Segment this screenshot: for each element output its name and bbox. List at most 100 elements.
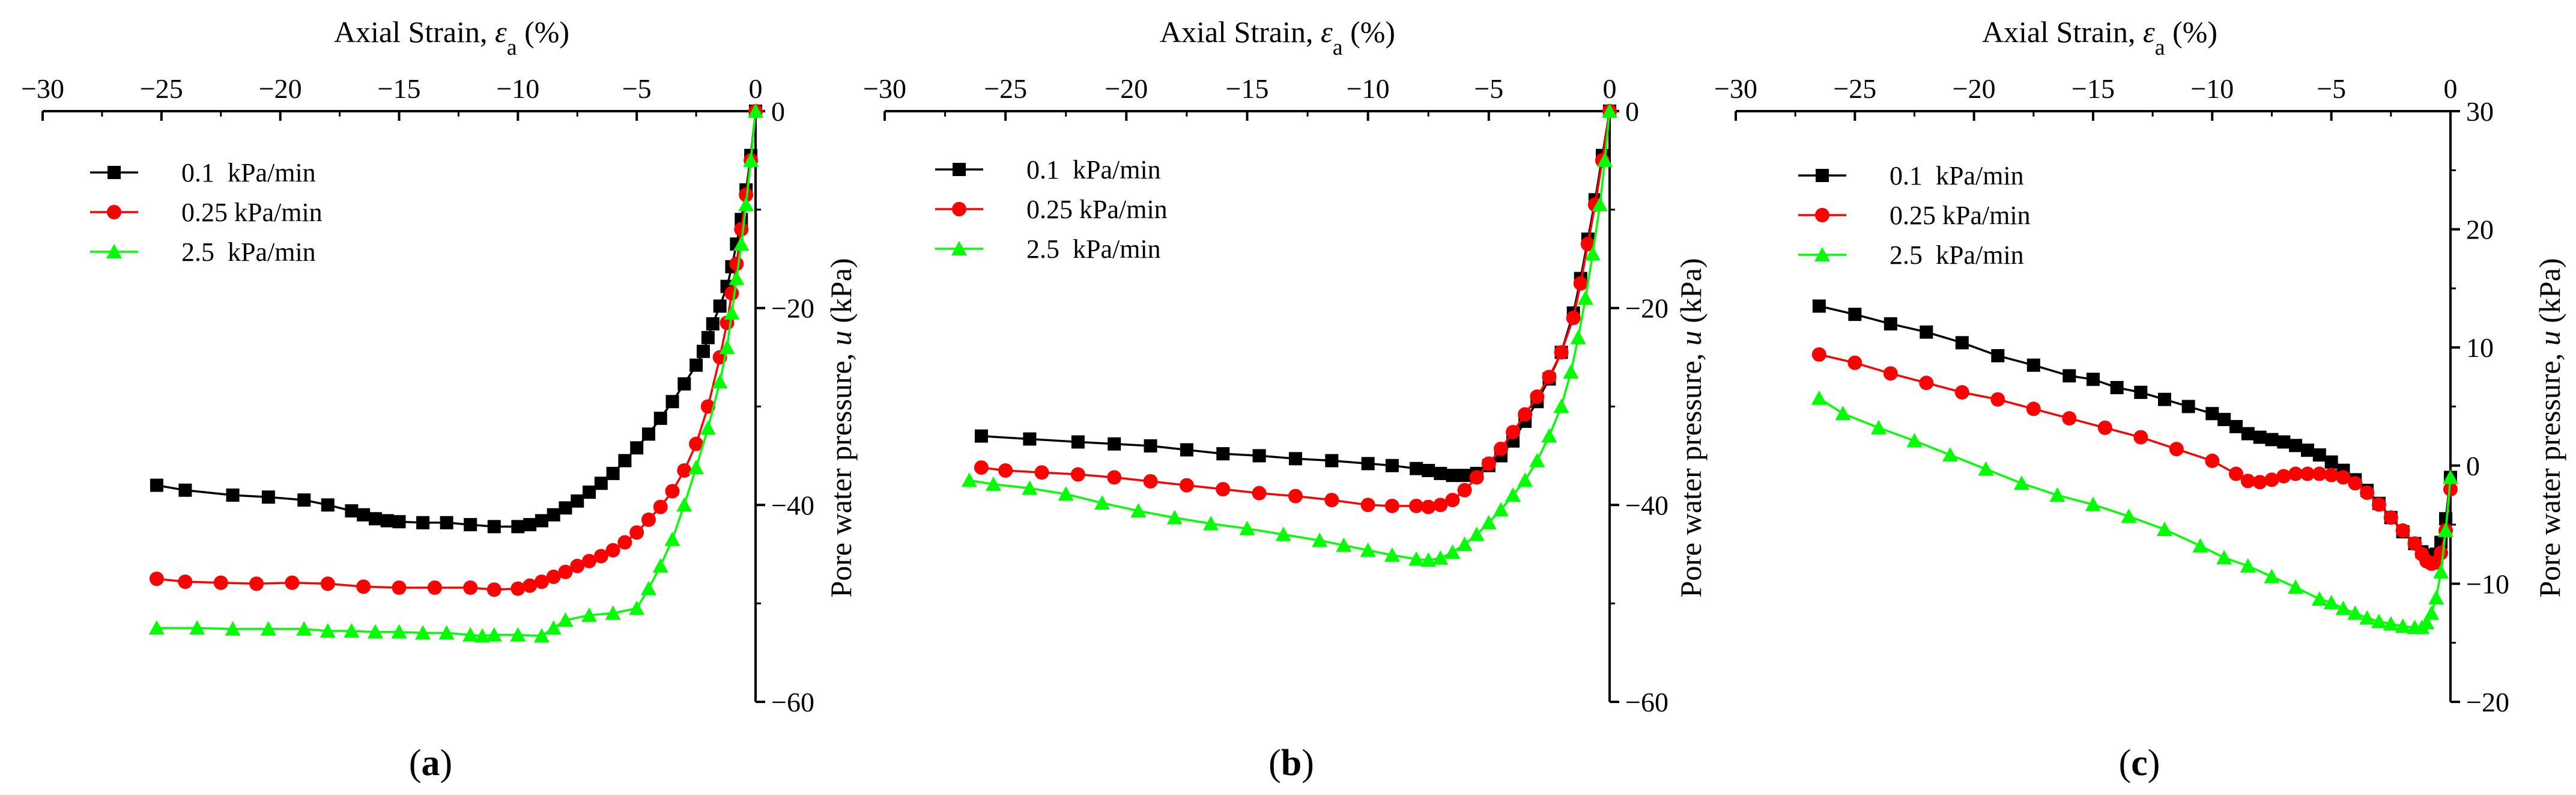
data-point xyxy=(1978,461,1994,476)
data-point xyxy=(438,625,455,640)
legend-label: 0.25 kPa/min xyxy=(181,198,323,227)
data-point xyxy=(1529,452,1545,468)
data-point xyxy=(2240,474,2255,489)
data-point xyxy=(2372,497,2386,512)
data-point xyxy=(583,486,596,499)
data-point xyxy=(1584,246,1601,261)
data-point xyxy=(1360,542,1376,557)
data-point xyxy=(2347,605,2363,620)
data-point xyxy=(2169,442,2184,457)
legend-marker xyxy=(106,244,122,258)
data-point xyxy=(1336,537,1352,552)
data-point xyxy=(249,576,264,591)
data-point xyxy=(961,472,977,487)
legend-marker xyxy=(1814,247,1830,261)
legend-label: 2.5 kPa/min xyxy=(1026,234,1161,264)
data-point xyxy=(2229,419,2243,433)
data-point xyxy=(2014,475,2029,490)
x-tick-label: −20 xyxy=(1953,73,1996,104)
data-point xyxy=(487,520,501,534)
panel-b-x-axis-title: Axial Strain, εa (%) xyxy=(1160,15,1395,60)
data-point xyxy=(534,574,549,589)
data-point xyxy=(523,578,538,593)
data-point xyxy=(1517,472,1533,487)
panel-a-label: (a) xyxy=(409,743,452,784)
data-point xyxy=(392,515,406,529)
x-tick-label: −20 xyxy=(259,73,302,104)
data-point xyxy=(1811,390,1827,405)
y-tick-label: −40 xyxy=(1625,490,1668,520)
data-point xyxy=(474,628,490,643)
x-tick-label: −20 xyxy=(1105,73,1148,104)
data-point xyxy=(748,103,763,118)
data-point xyxy=(2323,594,2339,609)
data-point xyxy=(1180,443,1193,457)
data-point xyxy=(594,477,608,490)
data-point xyxy=(1421,499,1436,514)
data-point xyxy=(618,454,632,468)
data-point xyxy=(1505,487,1521,502)
data-point xyxy=(345,504,359,518)
data-point xyxy=(1506,425,1521,440)
data-point xyxy=(729,270,745,285)
data-point xyxy=(1884,317,1897,330)
legend-marker xyxy=(1815,208,1829,222)
data-point xyxy=(689,358,703,372)
data-point xyxy=(1493,441,1508,456)
panel-c-x-axis-title: Axial Strain, εa (%) xyxy=(1982,15,2217,60)
data-point xyxy=(617,535,632,550)
data-point xyxy=(213,575,228,590)
data-point xyxy=(1541,428,1557,443)
data-point xyxy=(511,581,526,596)
data-point xyxy=(533,628,550,643)
data-point xyxy=(1542,370,1557,385)
data-point xyxy=(510,627,526,642)
data-point xyxy=(677,377,691,391)
data-point xyxy=(2241,427,2255,440)
panel-a-axes: −30 −25 −20 −15 −10 −5 00 −20 −40 −60 xyxy=(21,73,814,717)
y-tick-label: −40 xyxy=(771,490,814,520)
data-point xyxy=(1566,311,1581,326)
data-point xyxy=(2443,469,2458,484)
data-point xyxy=(729,256,744,271)
data-point xyxy=(2062,369,2076,383)
y-tick-label: −60 xyxy=(1625,687,1668,717)
data-point xyxy=(321,498,335,512)
x-tick-label: 0 xyxy=(749,73,763,104)
panel-c: Axial Strain, εa (%) −30 −25 −20 −15 −10 −5 03… xyxy=(1714,15,2566,784)
data-point xyxy=(652,558,668,573)
data-point xyxy=(1445,493,1460,508)
x-tick-label: −15 xyxy=(2071,73,2115,104)
data-point xyxy=(2336,470,2351,485)
data-point xyxy=(1433,498,1448,513)
data-point xyxy=(665,484,680,499)
legend-label: 0.1 kPa/min xyxy=(181,158,316,187)
data-point xyxy=(2395,618,2411,633)
series-line-3 xyxy=(1818,397,2452,629)
data-point xyxy=(391,624,407,639)
data-point xyxy=(149,571,164,586)
panel-a: Axial Strain, εa (%) −30 −25 −20 −15 −10 −5 00… xyxy=(21,15,858,784)
data-point xyxy=(2026,358,2040,372)
data-point xyxy=(226,488,240,502)
data-point xyxy=(2288,466,2303,481)
panel-a-y-axis-title: Pore water pressure, u (kPa) xyxy=(824,258,858,597)
series-line-3 xyxy=(969,111,1611,561)
data-point xyxy=(724,305,740,320)
data-point xyxy=(739,187,754,203)
data-point xyxy=(653,412,667,425)
data-point xyxy=(2438,522,2454,537)
data-point xyxy=(2288,579,2304,594)
data-point xyxy=(1324,493,1339,508)
data-point xyxy=(463,580,478,595)
data-point xyxy=(1563,364,1579,379)
panel-c-y-axis-title: Pore water pressure, u (kPa) xyxy=(2533,258,2566,597)
data-point xyxy=(178,574,193,589)
data-point xyxy=(1058,486,1074,501)
data-point xyxy=(689,436,704,451)
data-point xyxy=(1107,470,1122,485)
data-point xyxy=(1530,389,1545,404)
data-point xyxy=(1554,345,1569,360)
data-point xyxy=(2049,487,2065,502)
data-point xyxy=(700,420,716,435)
